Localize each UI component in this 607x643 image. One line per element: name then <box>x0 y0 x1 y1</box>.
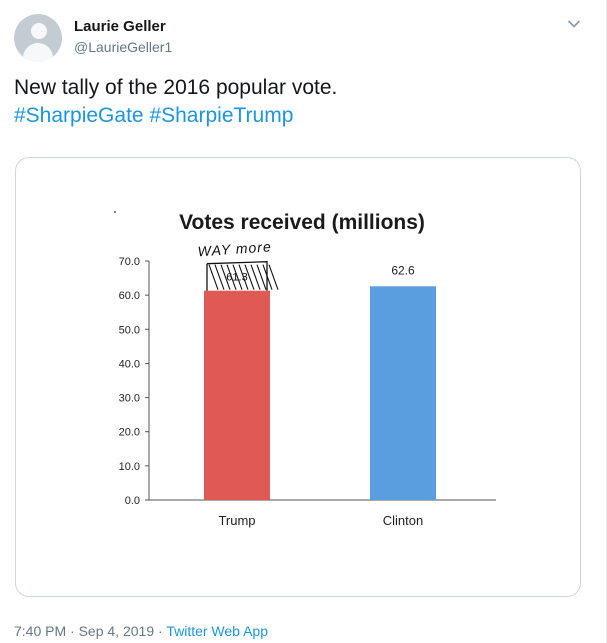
bar-chart: Votes received (millions) 0.0 10.0 20.0 30.… <box>114 211 496 528</box>
sharpie-box <box>206 261 268 291</box>
tweet-text: New tally of the 2016 popular vote. #Sha… <box>14 74 584 130</box>
y-tick-label: 0.0 <box>125 495 140 507</box>
x-tick-label: Clinton <box>383 513 423 528</box>
y-tick-label: 50.0 <box>119 324 140 336</box>
tweet-date: Sep 4, 2019 <box>78 623 155 639</box>
meta-separator: · <box>158 623 163 639</box>
y-tick-label: 40.0 <box>119 358 140 370</box>
tweet-source-link[interactable]: Twitter Web App <box>166 623 268 639</box>
y-tick-label: 20.0 <box>119 427 140 439</box>
hashtag-link[interactable]: #SharpieTrump <box>149 104 294 127</box>
y-tick-label: 60.0 <box>119 290 140 302</box>
sharpie-annotation: WAY more <box>197 238 272 259</box>
author-handle[interactable]: @LaurieGeller1 <box>74 39 173 55</box>
author-name[interactable]: Laurie Geller <box>74 18 166 35</box>
tweet-text-line: New tally of the 2016 popular vote. <box>14 76 338 99</box>
data-label-clinton: 62.6 <box>391 263 415 277</box>
bar-clinton <box>370 286 436 500</box>
default-avatar-icon[interactable] <box>14 14 62 62</box>
tweet-time: 7:40 PM <box>14 623 67 639</box>
bar-trump <box>204 290 270 500</box>
y-tick-label: 70.0 <box>119 256 140 268</box>
meta-separator: · <box>70 623 75 639</box>
sharpie-hatching <box>208 264 279 290</box>
hashtag-link[interactable]: #SharpieGate <box>14 104 144 127</box>
y-tick-label: 10.0 <box>119 461 140 473</box>
chart-title: Votes received (millions) <box>179 211 425 234</box>
tweet-image[interactable]: Votes received (millions) 0.0 10.0 20.0 30.… <box>15 157 581 597</box>
x-tick-label: Trump <box>218 513 255 528</box>
tweet-timestamp[interactable]: 7:40 PM · Sep 4, 2019 · Twitter Web App <box>14 623 268 639</box>
chevron-down-icon[interactable] <box>566 16 582 32</box>
data-label-trump: 61.3 <box>226 272 247 284</box>
y-tick-label: 30.0 <box>119 393 140 405</box>
stray-dot <box>114 211 116 213</box>
